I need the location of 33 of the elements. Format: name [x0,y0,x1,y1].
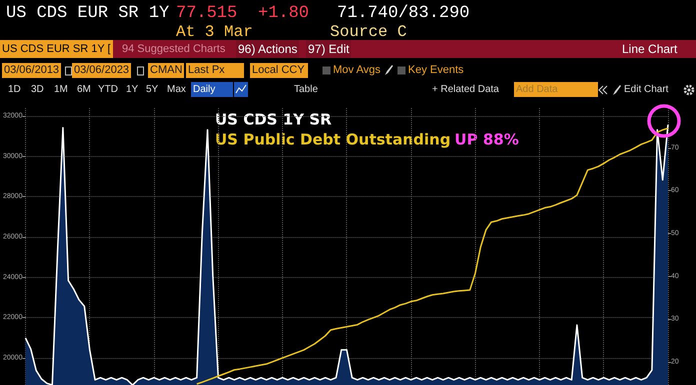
text: Daily [191,82,233,97]
text: 5Y [146,83,158,97]
text: 03/06/2023 [72,63,132,78]
text: +1.80 [258,4,310,23]
text: 97) Edit [306,40,352,58]
text: + Related Data [432,83,499,97]
text: 1Y [126,83,138,97]
source-note: Source C [330,23,407,41]
text: Local CCY [250,63,308,78]
text: Mov Avgs [333,63,380,78]
text: YTD [98,83,118,97]
text: Last Px [186,63,244,78]
text: Max [167,83,186,97]
text: 96) Actions [236,40,300,58]
text: 3D [31,83,44,97]
text: At 3 Mar [176,23,253,41]
text: Table [294,83,318,97]
annotation: UP 88% [454,130,519,148]
text: US CDS EUR SR 1Y [ [0,40,113,58]
text: 6M [77,83,91,97]
text: 03/06/2013 [2,63,62,78]
text: 71.740/83.290 [337,4,470,23]
text: 1D [8,83,21,97]
text: Add Data [514,82,598,97]
text: 77.515 [176,4,238,23]
text: CMAN [148,63,184,78]
text: US CDS EUR SR 1Y [6,4,170,23]
text: 1M [54,83,68,97]
text: 94 Suggested Charts [122,42,226,57]
text: Line Chart [622,41,678,58]
text: US Public Debt Outstanding [215,130,451,148]
text: Edit Chart [624,83,668,97]
text: Key Events [408,63,464,78]
